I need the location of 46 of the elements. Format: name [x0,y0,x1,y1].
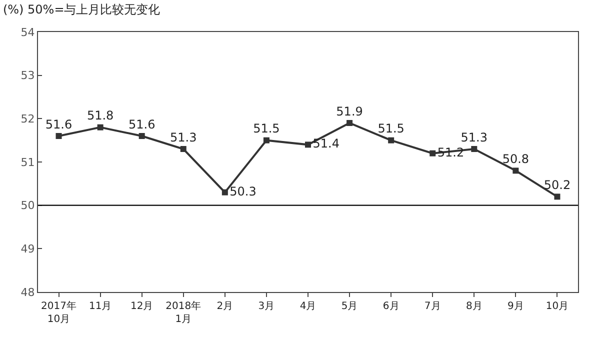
y-tick-label: 52 [20,112,35,126]
point [305,142,311,148]
chart-title: (%) 50%=与上月比较无变化 [2,2,160,16]
data-label: 51.5 [253,122,280,136]
x-tick-label: 5月 [341,301,358,312]
point [263,137,270,144]
point [346,120,353,126]
data-label: 51.4 [312,136,340,151]
x-tick-label: 2月 [216,301,234,312]
data-label: 51.3 [170,130,197,144]
data-label: 50.3 [230,184,256,198]
data-label: 51.6 [128,117,156,132]
point [222,189,228,196]
data-label: 51.8 [86,108,114,123]
point [512,168,519,174]
x-tick-label: 12月 [130,301,154,312]
point [180,146,186,152]
point [471,146,478,152]
data-label: 51.9 [336,104,363,118]
x-tick-label: 10月 [546,301,569,312]
point [388,137,394,144]
y-tick-label: 50 [20,199,35,212]
x-tick-label: 2017年 10月 [41,300,76,325]
x-tick-label: 9月 [508,301,524,312]
y-tick-label: 53 [20,69,35,82]
point [430,150,436,156]
x-tick-label: 6月 [382,301,400,312]
point [56,133,62,139]
x-tick-label: 7月 [424,301,441,312]
x-tick-label: 11月 [88,301,112,312]
y-tick-label: 51 [20,156,35,169]
data-label: 51.5 [378,122,404,136]
data-label: 50.8 [502,152,530,166]
point [97,124,104,130]
data-label: 50.2 [544,178,571,192]
point [554,194,560,200]
y-tick-label: 54 [20,26,35,39]
x-tick-label: 4月 [300,301,316,312]
y-tick-label: 48 [20,286,35,299]
y-tick-label: 49 [20,242,35,256]
point [138,133,145,139]
x-tick-label: 3月 [258,301,275,312]
x-tick-label: 2018年 1月 [166,300,202,325]
data-label: 51.3 [460,130,488,144]
x-tick-label: 8月 [466,301,482,312]
data-label: 51.6 [45,117,72,132]
